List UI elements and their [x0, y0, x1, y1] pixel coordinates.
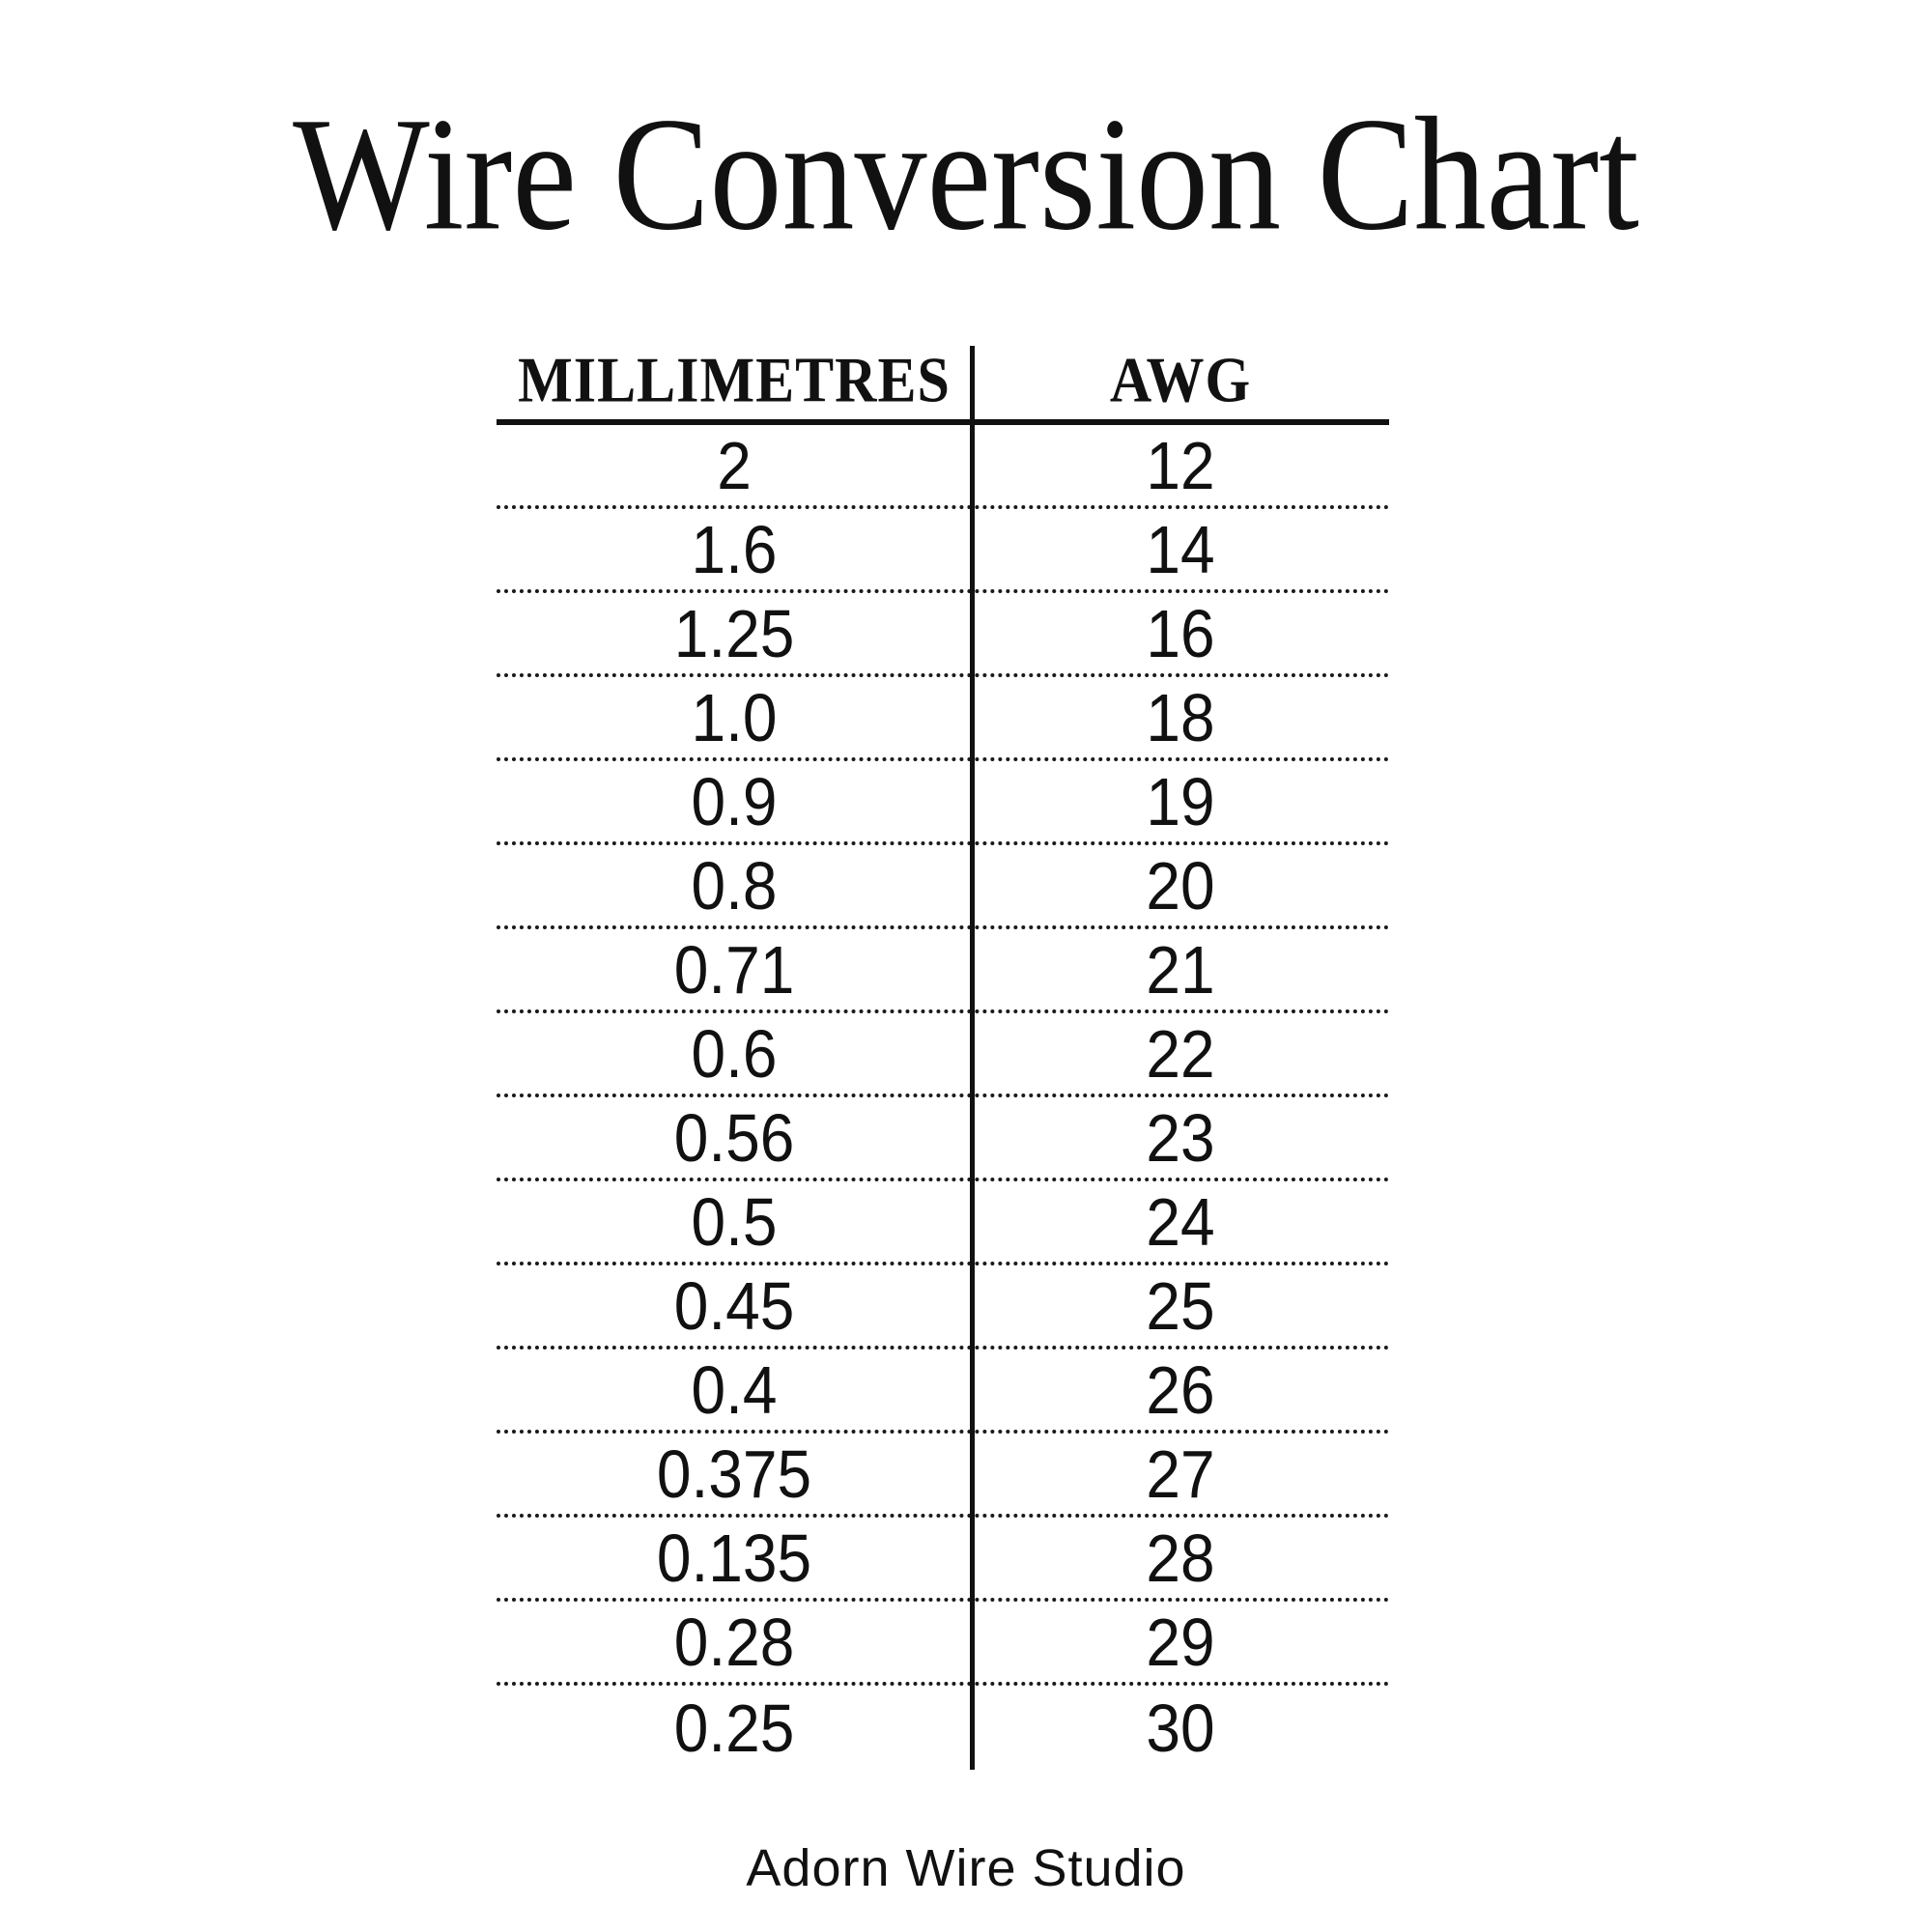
footer-brand: Adorn Wire Studio	[746, 1839, 1186, 1897]
mm-value: 1.25	[673, 595, 795, 671]
table-row: 0.56 23	[497, 1097, 1389, 1181]
table-row: 0.9 19	[497, 761, 1389, 845]
conversion-table: MILLIMETRES AWG 2 12 1.6 14 1.25 16 1.0 18 0.9 19…	[497, 340, 1389, 1770]
awg-value: 24	[1146, 1183, 1215, 1260]
awg-value: 25	[1146, 1267, 1215, 1344]
mm-value: 0.8	[691, 847, 778, 923]
table-row: 0.135 28	[497, 1518, 1389, 1602]
awg-cell: 29	[972, 1602, 1389, 1682]
mm-cell: 0.6	[497, 1013, 972, 1094]
column-header-millimetres: MILLIMETRES	[518, 343, 951, 415]
awg-cell: 25	[972, 1265, 1389, 1346]
mm-cell: 0.135	[497, 1518, 972, 1598]
awg-cell: 24	[972, 1181, 1389, 1262]
awg-cell: 26	[972, 1350, 1389, 1430]
table-row: 0.5 24	[497, 1181, 1389, 1265]
column-divider-line	[970, 346, 975, 1770]
mm-cell: 1.0	[497, 677, 972, 757]
mm-cell: 0.5	[497, 1181, 972, 1262]
awg-cell: 28	[972, 1518, 1389, 1598]
mm-cell: 0.71	[497, 929, 972, 1009]
awg-value: 19	[1146, 763, 1215, 839]
table-row: 0.25 30	[497, 1686, 1389, 1770]
header-cell-awg: AWG	[972, 343, 1389, 414]
mm-value: 1.0	[691, 679, 778, 755]
awg-value: 16	[1146, 595, 1215, 671]
page-title: Wire Conversion Chart	[293, 84, 1639, 265]
table-row: 1.6 14	[497, 509, 1389, 593]
awg-cell: 27	[972, 1434, 1389, 1514]
mm-value: 0.45	[673, 1267, 795, 1344]
awg-value: 30	[1146, 1690, 1215, 1766]
awg-cell: 21	[972, 929, 1389, 1009]
table-row: 0.6 22	[497, 1013, 1389, 1097]
awg-cell: 16	[972, 593, 1389, 673]
awg-cell: 23	[972, 1097, 1389, 1178]
awg-value: 22	[1146, 1015, 1215, 1092]
awg-cell: 12	[972, 425, 1389, 505]
table-row: 0.71 21	[497, 929, 1389, 1013]
column-header-awg: AWG	[1109, 343, 1252, 415]
mm-value: 0.375	[656, 1435, 812, 1512]
mm-cell: 0.4	[497, 1350, 972, 1430]
mm-cell: 0.375	[497, 1434, 972, 1514]
table-row: 0.4 26	[497, 1350, 1389, 1434]
table-row: 1.25 16	[497, 593, 1389, 677]
awg-value: 27	[1146, 1435, 1215, 1512]
awg-value: 18	[1146, 679, 1215, 755]
mm-value: 0.28	[673, 1604, 795, 1680]
table-row: 0.28 29	[497, 1602, 1389, 1686]
mm-value: 2	[717, 427, 752, 503]
mm-cell: 0.25	[497, 1686, 972, 1770]
mm-value: 0.135	[656, 1520, 812, 1596]
awg-cell: 18	[972, 677, 1389, 757]
table-row: 2 12	[497, 425, 1389, 509]
mm-value: 0.4	[691, 1351, 778, 1428]
awg-value: 12	[1146, 427, 1215, 503]
table-row: 0.45 25	[497, 1265, 1389, 1350]
mm-value: 0.6	[691, 1015, 778, 1092]
awg-value: 28	[1146, 1520, 1215, 1596]
header-cell-millimetres: MILLIMETRES	[497, 343, 972, 414]
awg-value: 29	[1146, 1604, 1215, 1680]
table-row: 0.375 27	[497, 1434, 1389, 1518]
mm-cell: 0.8	[497, 845, 972, 925]
awg-cell: 19	[972, 761, 1389, 841]
mm-value: 1.6	[691, 511, 778, 587]
awg-value: 26	[1146, 1351, 1215, 1428]
mm-value: 0.71	[673, 931, 795, 1008]
awg-value: 14	[1146, 511, 1215, 587]
awg-cell: 30	[972, 1686, 1389, 1770]
mm-value: 0.25	[673, 1690, 795, 1766]
awg-cell: 20	[972, 845, 1389, 925]
awg-value: 23	[1146, 1099, 1215, 1176]
table-row: 1.0 18	[497, 677, 1389, 761]
table-row: 0.8 20	[497, 845, 1389, 929]
mm-value: 0.9	[691, 763, 778, 839]
mm-cell: 0.45	[497, 1265, 972, 1346]
awg-value: 20	[1146, 847, 1215, 923]
table-body: 2 12 1.6 14 1.25 16 1.0 18 0.9 19 0.8 20 0.71 21 0.6 22…	[497, 425, 1389, 1770]
mm-cell: 1.6	[497, 509, 972, 589]
mm-value: 0.56	[673, 1099, 795, 1176]
table-header-row: MILLIMETRES AWG	[497, 340, 1389, 425]
awg-cell: 22	[972, 1013, 1389, 1094]
mm-value: 0.5	[691, 1183, 778, 1260]
mm-cell: 0.28	[497, 1602, 972, 1682]
mm-cell: 0.56	[497, 1097, 972, 1178]
mm-cell: 0.9	[497, 761, 972, 841]
mm-cell: 1.25	[497, 593, 972, 673]
awg-value: 21	[1146, 931, 1215, 1008]
awg-cell: 14	[972, 509, 1389, 589]
mm-cell: 2	[497, 425, 972, 505]
